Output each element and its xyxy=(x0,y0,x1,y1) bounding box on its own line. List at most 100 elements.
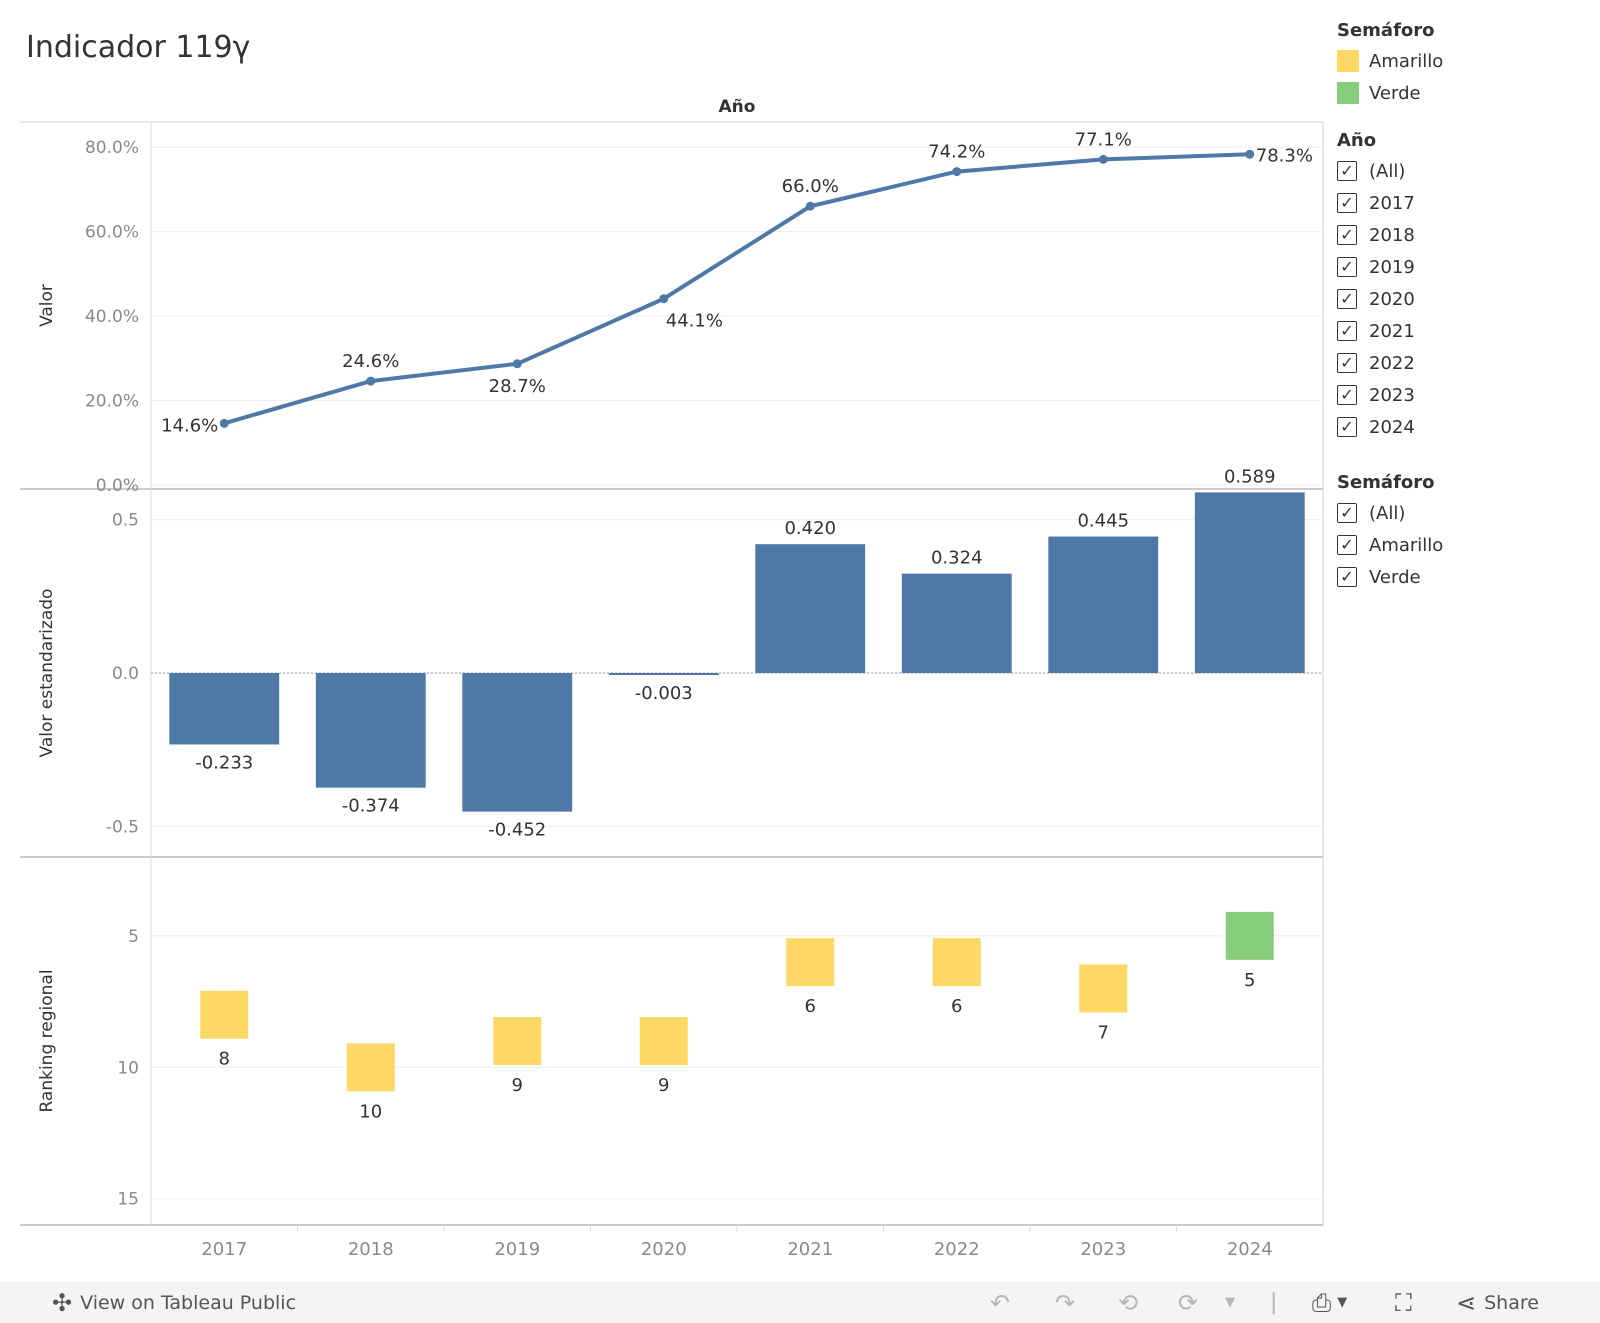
checkbox-checked-icon[interactable]: ✓ xyxy=(1337,257,1357,277)
y-tick-label: 0.0 xyxy=(112,664,139,684)
line-point xyxy=(659,294,669,304)
data-label: 24.6% xyxy=(342,351,399,372)
undo-button[interactable]: ↶ xyxy=(990,1282,1010,1323)
verde-swatch xyxy=(1337,82,1359,104)
anio-filter-option[interactable]: ✓ (All) xyxy=(1337,155,1415,187)
anio-filter-option-label: 2022 xyxy=(1369,352,1415,374)
chevron-down-icon: ▼ xyxy=(1337,1295,1348,1310)
data-label: 78.3% xyxy=(1256,145,1313,166)
redo-button[interactable]: ↷ xyxy=(1055,1282,1075,1323)
ranking-mark xyxy=(200,990,249,1039)
ranking-mark xyxy=(639,1017,688,1065)
data-label: 77.1% xyxy=(1075,129,1132,150)
x-tick-label: 2023 xyxy=(1080,1239,1126,1260)
line-point xyxy=(512,359,522,369)
checkbox-checked-icon[interactable]: ✓ xyxy=(1337,193,1357,213)
download-button[interactable]: ⎙ ▼ xyxy=(1312,1282,1347,1323)
anio-filter-option[interactable]: ✓ 2020 xyxy=(1337,283,1415,315)
column-header: Año xyxy=(719,97,756,117)
checkbox-checked-icon[interactable]: ✓ xyxy=(1337,503,1357,523)
anio-filter-option[interactable]: ✓ 2018 xyxy=(1337,219,1415,251)
x-tick-label: 2024 xyxy=(1227,1239,1273,1260)
revert-icon: ⟲ xyxy=(1118,1288,1139,1317)
anio-filter-option-label: 2019 xyxy=(1369,256,1415,278)
anio-filter-option-label: 2018 xyxy=(1369,224,1415,246)
view-on-tableau-button[interactable]: ✣ View on Tableau Public xyxy=(52,1282,296,1323)
data-label: 44.1% xyxy=(666,311,723,332)
bar xyxy=(462,673,573,812)
anio-filter-option[interactable]: ✓ 2022 xyxy=(1337,347,1415,379)
data-label: 10 xyxy=(359,1101,382,1122)
x-tick-label: 2019 xyxy=(494,1239,540,1260)
semaforo-color-legend: Semáforo Amarillo Verde xyxy=(1337,20,1443,109)
semaforo-filter-title: Semáforo xyxy=(1337,472,1435,493)
checkbox-checked-icon[interactable]: ✓ xyxy=(1337,321,1357,341)
refresh-button[interactable]: ⟳ xyxy=(1178,1282,1198,1323)
data-label: 9 xyxy=(658,1075,669,1096)
data-label: 0.589 xyxy=(1224,466,1276,487)
checkbox-checked-icon[interactable]: ✓ xyxy=(1337,417,1357,437)
redo-icon: ↷ xyxy=(1055,1288,1076,1317)
download-icon: ⎙ xyxy=(1312,1288,1332,1317)
legend-item-verde[interactable]: Verde xyxy=(1337,77,1443,109)
y-axis-title: Valor xyxy=(37,284,57,327)
refresh-icon: ⟳ xyxy=(1178,1288,1199,1317)
checkbox-checked-icon[interactable]: ✓ xyxy=(1337,385,1357,405)
anio-filter-option[interactable]: ✓ 2023 xyxy=(1337,379,1415,411)
x-tick-label: 2021 xyxy=(787,1239,833,1260)
semaforo-filter-option[interactable]: ✓ Amarillo xyxy=(1337,529,1443,561)
bar xyxy=(315,673,426,788)
checkbox-checked-icon[interactable]: ✓ xyxy=(1337,567,1357,587)
y-tick-label: -0.5 xyxy=(106,817,139,837)
y-tick-label: 40.0% xyxy=(85,307,139,327)
checkbox-checked-icon[interactable]: ✓ xyxy=(1337,289,1357,309)
checkbox-checked-icon[interactable]: ✓ xyxy=(1337,353,1357,373)
anio-filter-option-label: 2023 xyxy=(1369,384,1415,406)
y-tick-label: 0.0% xyxy=(96,476,139,496)
semaforo-filter: Semáforo ✓ (All) ✓ Amarillo ✓ Verde xyxy=(1337,472,1443,593)
data-label: 7 xyxy=(1098,1022,1109,1043)
semaforo-filter-option[interactable]: ✓ (All) xyxy=(1337,497,1443,529)
anio-filter: Año ✓ (All) ✓ 2017 ✓ 2018 ✓ 2019 ✓ 2020 ✓ 2021 ✓ 2022… xyxy=(1337,130,1415,443)
toolbar-divider: | xyxy=(1270,1290,1278,1315)
x-tick-label: 2022 xyxy=(934,1239,980,1260)
anio-filter-option[interactable]: ✓ 2024 xyxy=(1337,411,1415,443)
data-label: 28.7% xyxy=(489,376,546,397)
x-tick-label: 2020 xyxy=(641,1239,687,1260)
anio-filter-option[interactable]: ✓ 2017 xyxy=(1337,187,1415,219)
anio-filter-option[interactable]: ✓ 2021 xyxy=(1337,315,1415,347)
checkbox-checked-icon[interactable]: ✓ xyxy=(1337,535,1357,555)
pause-dropdown-button[interactable]: ▼ xyxy=(1225,1282,1235,1323)
checkbox-checked-icon[interactable]: ✓ xyxy=(1337,225,1357,245)
revert-button[interactable]: ⟲ xyxy=(1118,1282,1138,1323)
ranking-mark xyxy=(1079,964,1128,1013)
line-point xyxy=(805,201,815,211)
data-label: 6 xyxy=(805,996,816,1017)
anio-filter-option-label: 2024 xyxy=(1369,416,1415,438)
view-on-tableau-label: View on Tableau Public xyxy=(80,1291,297,1314)
anio-filter-option-label: 2020 xyxy=(1369,288,1415,310)
anio-filter-option-label: 2017 xyxy=(1369,192,1415,214)
amarillo-swatch xyxy=(1337,50,1359,72)
tableau-logo-icon: ✣ xyxy=(52,1288,73,1317)
y-axis-title: Valor estandarizado xyxy=(37,589,57,758)
data-label: 6 xyxy=(951,996,962,1017)
chart-title: Indicador 119γ xyxy=(26,30,251,65)
semaforo-filter-option[interactable]: ✓ Verde xyxy=(1337,561,1443,593)
semaforo-filter-option-label: Verde xyxy=(1369,566,1421,588)
semaforo-filter-option-label: Amarillo xyxy=(1369,534,1444,556)
share-button[interactable]: ⋖ Share xyxy=(1456,1282,1539,1323)
ranking-mark xyxy=(346,1043,395,1092)
anio-filter-option[interactable]: ✓ 2019 xyxy=(1337,251,1415,283)
line-point xyxy=(952,167,962,177)
y-tick-label: 0.5 xyxy=(112,511,139,531)
bar xyxy=(755,544,866,673)
legend-item-amarillo[interactable]: Amarillo xyxy=(1337,45,1443,77)
y-tick-label: 60.0% xyxy=(85,223,139,243)
fullscreen-button[interactable]: ⛶ xyxy=(1395,1282,1412,1323)
chevron-down-icon: ▼ xyxy=(1225,1295,1235,1310)
data-label: -0.452 xyxy=(488,820,546,841)
ranking-mark xyxy=(786,938,835,987)
y-axis-title: Ranking regional xyxy=(37,969,57,1112)
checkbox-checked-icon[interactable]: ✓ xyxy=(1337,161,1357,181)
